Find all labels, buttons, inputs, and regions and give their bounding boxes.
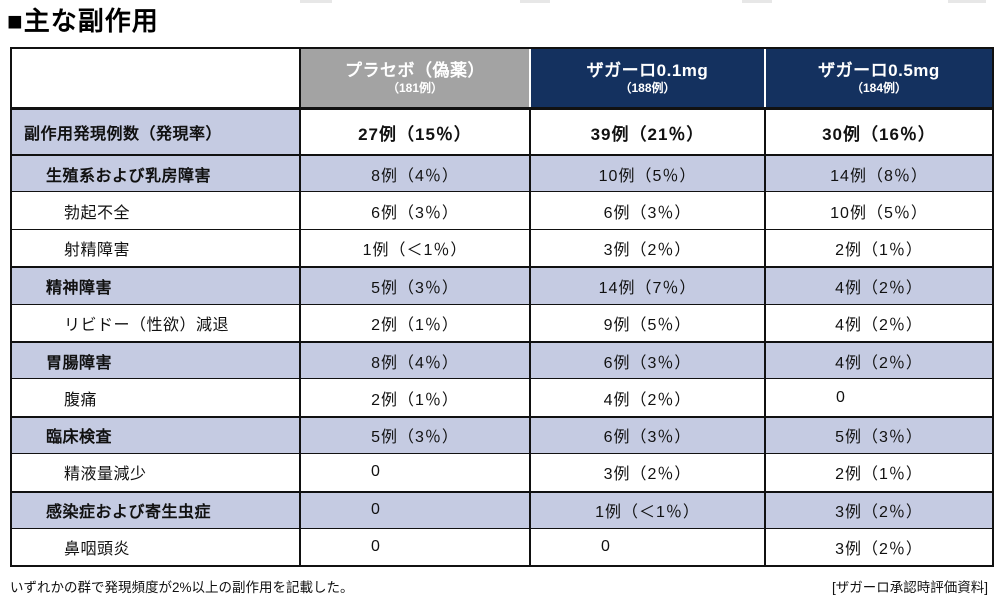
cell-value: 10例（5％） xyxy=(529,156,764,192)
cell-value: 4例（2％） xyxy=(764,342,992,379)
table-row-gastrointestinal: 胃腸障害 8例（4％） 6例（3％） 4例（2％） xyxy=(12,340,992,379)
cell-value: 8例（4％） xyxy=(299,342,529,379)
cell-value: 0 xyxy=(299,454,529,491)
cell-value: 39例（21％） xyxy=(529,110,764,154)
table-row-erectile-dysfunction: 勃起不全 6例（3％） 6例（3％） 10例（5％） xyxy=(12,191,992,229)
row-label: 生殖系および乳房障害 xyxy=(46,167,212,185)
row-label: 副作用発現例数（発現率） xyxy=(12,110,299,154)
cell-value: 2例（1％） xyxy=(299,304,529,341)
cell-value: 0 xyxy=(529,528,764,566)
cell-value: 2例（1％） xyxy=(299,379,529,416)
header-zagallo-01mg-cell: ザガーロ0.1mg （188例） xyxy=(529,49,764,107)
cell-value: 3例（2％） xyxy=(529,454,764,491)
side-effects-table: プラセボ（偽薬） （181例） ザガーロ0.1mg （188例） ザガーロ0.5… xyxy=(10,47,994,568)
header-empty-cell xyxy=(12,49,299,107)
header-zagallo-05mg-label: ザガーロ0.5mg xyxy=(818,60,940,80)
cell-value: 6例（3％） xyxy=(529,342,764,379)
row-label: 射精障害 xyxy=(64,241,131,259)
row-label: 勃起不全 xyxy=(64,204,131,222)
cell-value: 2例（1％） xyxy=(764,229,992,267)
cell-value: 9例（5％） xyxy=(529,304,764,341)
cell-value: 1例（＜1％） xyxy=(529,492,764,528)
cell-value: 4例（2％） xyxy=(529,379,764,416)
table-row-nasopharyngitis: 鼻咽頭炎 0 0 3例（2％） xyxy=(12,527,992,566)
cropped-text-artifact xyxy=(742,0,772,3)
header-zagallo-05mg-cell: ザガーロ0.5mg （184例） xyxy=(764,49,992,107)
cell-value: 1例（＜1％） xyxy=(299,229,529,267)
cell-value: 4例（2％） xyxy=(764,304,992,341)
cell-value: 5例（3％） xyxy=(299,268,529,304)
table-header-row: プラセボ（偽薬） （181例） ザガーロ0.1mg （188例） ザガーロ0.5… xyxy=(12,49,992,110)
header-placebo-count: （181例） xyxy=(386,81,444,96)
source-citation: [ザガーロ承認時評価資料] xyxy=(831,580,988,595)
cell-value: 8例（4％） xyxy=(299,156,529,192)
cell-value: 14例（8％） xyxy=(764,156,992,192)
cropped-text-artifact xyxy=(948,0,986,3)
header-zagallo-01mg-label: ザガーロ0.1mg xyxy=(586,60,709,80)
cell-value: 27例（15％） xyxy=(299,110,529,154)
cell-value: 0 xyxy=(764,379,992,416)
cell-value: 0 xyxy=(299,528,529,566)
table-row-clinical-tests: 臨床検査 5例（3％） 6例（3％） 5例（3％） xyxy=(12,415,992,454)
header-zagallo-05mg-count: （184例） xyxy=(850,81,908,96)
row-label: 精液量減少 xyxy=(64,466,147,484)
table-row-psychiatric: 精神障害 5例（3％） 14例（7％） 4例（2％） xyxy=(12,266,992,304)
cell-value: 30例（16％） xyxy=(764,110,992,154)
table-row-infections: 感染症および寄生虫症 0 1例（＜1％） 3例（2％） xyxy=(12,490,992,528)
cell-value: 3例（2％） xyxy=(764,528,992,566)
footnote-text: いずれかの群で発現頻度が2%以上の副作用を記載した。 xyxy=(10,580,354,595)
cell-value: 5例（3％） xyxy=(764,417,992,454)
table-row-semen-volume-decrease: 精液量減少 0 3例（2％） 2例（1％） xyxy=(12,453,992,491)
page-title: ■主な副作用 xyxy=(7,6,159,36)
cell-value: 10例（5％） xyxy=(764,192,992,229)
header-placebo-cell: プラセボ（偽薬） （181例） xyxy=(299,49,529,107)
row-label: 臨床検査 xyxy=(46,429,113,447)
table-row-ejaculation-disorder: 射精障害 1例（＜1％） 3例（2％） 2例（1％） xyxy=(12,228,992,267)
cell-value: 14例（7％） xyxy=(529,268,764,304)
cell-value: 2例（1％） xyxy=(764,454,992,491)
cell-value: 3例（2％） xyxy=(764,492,992,528)
table-row-libido-decrease: リビドー（性欲）減退 2例（1％） 9例（5％） 4例（2％） xyxy=(12,303,992,341)
header-zagallo-01mg-count: （188例） xyxy=(619,81,676,96)
row-label: リビドー（性欲）減退 xyxy=(64,316,230,334)
cell-value: 6例（3％） xyxy=(299,192,529,229)
table-row-total: 副作用発現例数（発現率） 27例（15％） 39例（21％） 30例（16％） xyxy=(12,110,992,154)
row-label: 腹痛 xyxy=(64,391,98,409)
cell-value: 4例（2％） xyxy=(764,268,992,304)
table-row-reproductive: 生殖系および乳房障害 8例（4％） 10例（5％） 14例（8％） xyxy=(12,154,992,192)
row-label: 鼻咽頭炎 xyxy=(64,541,131,559)
cell-value: 0 xyxy=(299,492,529,528)
row-label: 感染症および寄生虫症 xyxy=(46,504,212,522)
cropped-text-artifact xyxy=(300,0,332,3)
cell-value: 6例（3％） xyxy=(529,192,764,229)
table-row-abdominal-pain: 腹痛 2例（1％） 4例（2％） 0 xyxy=(12,378,992,416)
cell-value: 6例（3％） xyxy=(529,417,764,454)
cropped-text-artifact xyxy=(520,0,550,3)
row-label: 精神障害 xyxy=(46,279,113,297)
cell-value: 3例（2％） xyxy=(529,229,764,267)
row-label: 胃腸障害 xyxy=(46,354,113,372)
cell-value: 5例（3％） xyxy=(299,417,529,454)
header-placebo-label: プラセボ（偽薬） xyxy=(345,60,485,80)
